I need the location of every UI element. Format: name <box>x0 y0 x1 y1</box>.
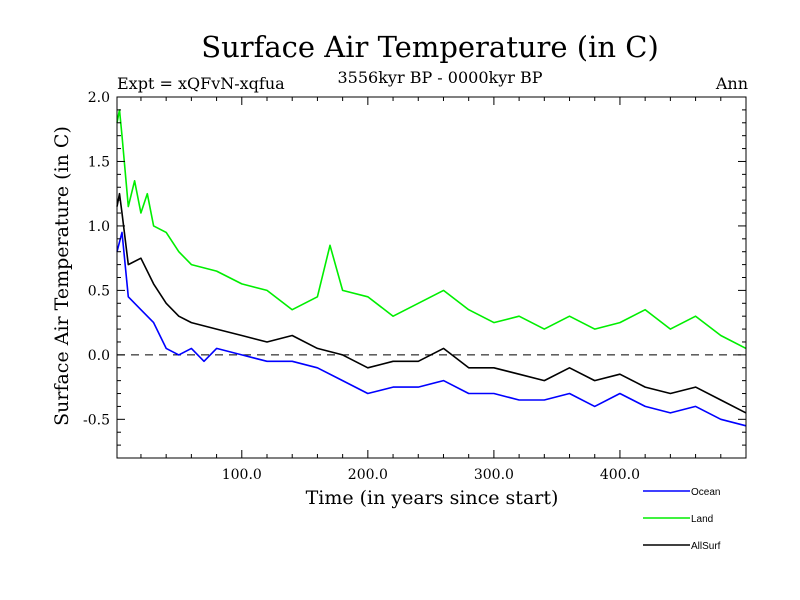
y-tick-label: 1.5 <box>88 154 110 170</box>
y-axis-label: Surface Air Temperature (in C) <box>51 126 73 426</box>
x-tick-label: 400.0 <box>600 467 640 483</box>
y-tick-label: 1.0 <box>88 219 110 235</box>
chart-subtitle: 3556kyr BP - 0000kyr BP <box>338 68 543 87</box>
season-label: Ann <box>715 74 748 93</box>
plot-area: 100.0 200.0 300.0 400.0 -0.5 0.0 0.5 1.0 1.5 2.0 <box>83 90 747 483</box>
x-tick-label: 300.0 <box>474 467 514 483</box>
x-axis-label: Time (in years since start) <box>306 487 559 509</box>
y-tick-label: 2.0 <box>88 90 110 106</box>
legend-label-allsurf: AllSurf <box>691 541 721 552</box>
x-tick-label: 200.0 <box>348 467 388 483</box>
legend-label-ocean: Ocean <box>691 487 720 498</box>
series-line-allsurf <box>116 192 747 414</box>
series-line-land <box>116 109 747 350</box>
experiment-label: Expt = xQFvN-xqfua <box>117 74 285 93</box>
chart-title: Surface Air Temperature (in C) <box>201 30 659 64</box>
y-tick-label: 0.0 <box>88 348 110 364</box>
legend-label-land: Land <box>691 514 713 525</box>
series-line-ocean <box>116 231 747 427</box>
plot-frame <box>116 96 747 459</box>
x-tick-label: 100.0 <box>222 467 262 483</box>
y-tick-label: 0.5 <box>88 283 110 299</box>
legend: Ocean Land AllSurf <box>643 487 721 552</box>
y-tick-label: -0.5 <box>83 412 110 428</box>
